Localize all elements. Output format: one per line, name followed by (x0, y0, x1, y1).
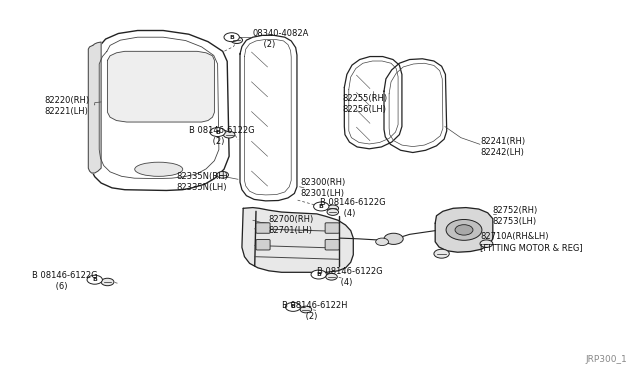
Text: B 08146-6122G
         (4): B 08146-6122G (4) (317, 267, 383, 287)
Text: B 08146-6122G
         (2): B 08146-6122G (2) (189, 126, 255, 146)
Circle shape (446, 219, 482, 240)
Text: B: B (229, 35, 234, 40)
Circle shape (224, 33, 239, 42)
Circle shape (327, 205, 339, 212)
Text: 82241(RH)
82242(LH): 82241(RH) 82242(LH) (480, 137, 525, 157)
Polygon shape (88, 42, 101, 173)
Polygon shape (90, 31, 229, 190)
Circle shape (101, 278, 114, 286)
Text: B: B (215, 129, 220, 135)
Circle shape (87, 275, 102, 284)
Circle shape (217, 171, 228, 178)
Text: 82335N(RH)
82335N(LH): 82335N(RH) 82335N(LH) (176, 172, 228, 192)
Text: B 08146-6122G
         (4): B 08146-6122G (4) (320, 198, 386, 218)
Text: B: B (319, 204, 324, 209)
FancyBboxPatch shape (256, 240, 270, 250)
Circle shape (314, 202, 329, 211)
Polygon shape (108, 51, 214, 122)
Circle shape (223, 131, 235, 138)
Circle shape (376, 238, 388, 246)
Text: B 08146-6122H
         (2): B 08146-6122H (2) (282, 301, 347, 321)
Circle shape (285, 302, 301, 311)
Polygon shape (242, 208, 353, 272)
Text: 82700(RH)
82701(LH): 82700(RH) 82701(LH) (269, 215, 314, 235)
Circle shape (480, 240, 493, 247)
FancyBboxPatch shape (256, 223, 270, 233)
Circle shape (384, 233, 403, 244)
Text: 08340-4082A
    (2): 08340-4082A (2) (253, 29, 309, 49)
Text: 82300(RH)
82301(LH): 82300(RH) 82301(LH) (301, 178, 346, 198)
Circle shape (434, 249, 449, 258)
Circle shape (311, 270, 326, 279)
FancyBboxPatch shape (325, 223, 339, 233)
Polygon shape (240, 35, 297, 201)
Text: B: B (316, 272, 321, 277)
Text: 82710A(RH&LH)
[FITTING MOTOR & REG]: 82710A(RH&LH) [FITTING MOTOR & REG] (480, 232, 582, 252)
Text: B 08146-6122G
         (6): B 08146-6122G (6) (32, 271, 98, 291)
Polygon shape (344, 57, 402, 149)
Circle shape (327, 209, 339, 215)
Polygon shape (384, 59, 447, 153)
Polygon shape (435, 208, 493, 252)
FancyBboxPatch shape (325, 240, 339, 250)
Circle shape (300, 306, 312, 313)
Circle shape (210, 128, 225, 137)
Circle shape (455, 225, 473, 235)
Ellipse shape (135, 162, 183, 176)
Circle shape (231, 37, 243, 44)
Text: 82220(RH)
82221(LH): 82220(RH) 82221(LH) (45, 96, 90, 116)
Text: 82255(RH)
82256(LH): 82255(RH) 82256(LH) (342, 94, 388, 114)
Text: B: B (92, 277, 97, 282)
Text: JRP300_1: JRP300_1 (586, 355, 627, 364)
Text: B: B (291, 304, 296, 310)
Circle shape (326, 273, 337, 280)
Text: 82752(RH)
82753(LH): 82752(RH) 82753(LH) (493, 206, 538, 226)
